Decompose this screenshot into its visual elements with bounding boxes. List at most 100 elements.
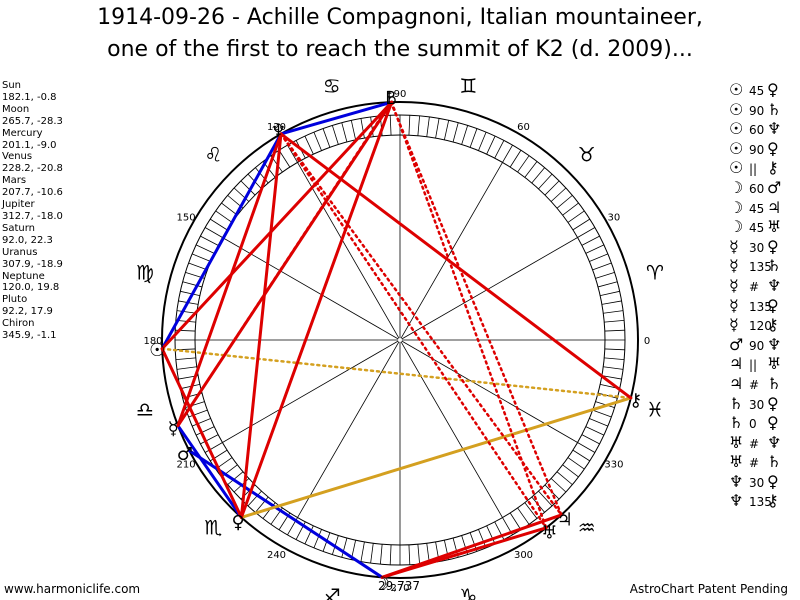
aspect-planet-2-icon: ♆ <box>767 119 782 139</box>
planet-coords: 312.7, -18.0 <box>2 210 63 222</box>
degree-tick <box>350 120 357 140</box>
planet-glyph-icon: ♃ <box>557 510 573 531</box>
zodiac-sign-icon: ♒ <box>578 516 596 540</box>
aspect-row: ☉ 90 ♀ <box>729 139 783 159</box>
aspect-row: ☉ || ⚷ <box>729 158 783 178</box>
aspect-planet-1-icon: ☉ <box>729 119 744 139</box>
aspect-planet-2-icon: ♀ <box>767 138 779 158</box>
degree-tick <box>188 409 208 418</box>
aspect-type: 30 <box>749 240 765 255</box>
aspect-planet-2-icon: ♅ <box>767 354 782 374</box>
degree-tick <box>567 457 585 470</box>
aspect-planet-1-icon: ☉ <box>729 80 744 99</box>
degree-tick <box>313 131 322 151</box>
planet-coords: 92.2, 17.9 <box>2 306 53 318</box>
degree-tick <box>389 115 392 136</box>
aspect-row: ☽ 60 ♂ <box>729 178 783 198</box>
planet-glyph-icon: ♂ <box>177 444 193 465</box>
degree-tick <box>227 471 244 485</box>
degree-tick <box>221 202 238 216</box>
degree-tick <box>577 442 596 453</box>
degree-tick <box>556 471 573 485</box>
aspect-type: 60 <box>749 123 765 138</box>
degree-tick <box>502 144 513 163</box>
aspect-planet-1-icon: ♆ <box>729 491 744 511</box>
website-link[interactable]: www.harmoniclife.com <box>4 582 141 596</box>
degree-tick <box>195 244 215 254</box>
degree-tick <box>486 525 496 545</box>
degree-tick <box>341 537 348 558</box>
sector-spoke <box>401 237 578 340</box>
aspect-planet-1-icon: ☿ <box>729 315 739 335</box>
aspect-planet-2-icon: ♀ <box>767 393 779 413</box>
degree-tick <box>603 310 624 314</box>
aspect-planet-2-icon: ♆ <box>767 432 782 452</box>
aspect-line <box>389 100 563 517</box>
aspect-planet-2-icon: ♄ <box>767 99 782 119</box>
aspect-row: ♅ # ♆ <box>729 433 783 453</box>
aspect-planet-2-icon: ♆ <box>767 334 782 354</box>
degree-tick <box>304 135 314 155</box>
degree-label: 90 <box>394 89 407 100</box>
degree-tick <box>360 118 365 139</box>
aspect-planet-1-icon: ☽ <box>729 217 744 237</box>
aspect-type: # <box>749 456 760 471</box>
aspect-planet-2-icon: ♀ <box>767 80 779 99</box>
degree-tick <box>486 135 496 155</box>
planet-glyph-icon: ⚷ <box>629 390 642 411</box>
aspect-planet-2-icon: ⚷ <box>767 315 779 335</box>
aspect-planet-1-icon: ♃ <box>729 354 744 374</box>
aspect-planet-2-icon: ♀ <box>767 413 779 433</box>
degree-tick <box>180 290 200 297</box>
degree-tick <box>389 544 392 565</box>
zodiac-sign-icon: ♈ <box>646 261 664 285</box>
zodiac-sign-icon: ♉ <box>578 142 596 166</box>
planet-glyph-icon: ☽ <box>374 573 390 594</box>
degree-tick <box>592 262 612 271</box>
degree-tick <box>341 122 348 143</box>
zodiac-sign-icon: ♎ <box>136 397 154 421</box>
degree-tick <box>562 202 579 216</box>
degree-tick <box>182 281 203 288</box>
aspect-type: 135 <box>749 260 772 275</box>
degree-tick <box>191 418 211 427</box>
planet-coords: 207.7, -10.6 <box>2 187 63 199</box>
degree-tick <box>215 210 233 223</box>
degree-tick <box>544 180 560 196</box>
degree-label: 240 <box>267 550 286 561</box>
degree-tick <box>604 348 625 351</box>
degree-tick <box>601 300 622 305</box>
sector-spoke <box>297 162 400 339</box>
aspect-planet-1-icon: ☉ <box>729 158 744 178</box>
aspect-row: ☿ 30 ♀ <box>729 237 783 257</box>
aspect-row: ♂ 90 ♆ <box>729 335 783 355</box>
aspect-planet-2-icon: ♀ <box>767 295 779 315</box>
degree-tick <box>195 426 215 436</box>
degree-label: 150 <box>177 213 196 224</box>
aspect-row: ♃ # ♄ <box>729 374 783 394</box>
degree-tick <box>524 502 538 519</box>
aspect-type: 90 <box>749 142 765 157</box>
wheel-labels: 0 30 60 90 120 150 180 210 240 270 300 330 ♈ ♉ ♊ ♋ ♌ ♍ ♎ ♏ ♐… <box>136 74 664 600</box>
degree-tick <box>517 507 530 525</box>
degree-tick <box>175 348 196 351</box>
degree-tick <box>322 128 331 148</box>
planet-name: Mars <box>2 175 27 187</box>
degree-tick <box>478 131 487 151</box>
degree-label: 180 <box>143 336 162 347</box>
aspect-line <box>279 100 394 136</box>
degree-tick <box>538 173 553 190</box>
degree-tick <box>585 426 605 436</box>
degree-tick <box>589 253 609 262</box>
aspect-type: || <box>749 162 758 177</box>
degree-tick <box>603 366 624 370</box>
aspect-line <box>176 424 243 519</box>
aspect-line <box>279 132 633 400</box>
aspect-row: ☿ 120⚷ <box>729 315 783 335</box>
degree-tick <box>176 310 197 314</box>
degree-label: 210 <box>177 460 196 471</box>
planet-coords: 345.9, -1.1 <box>2 330 57 342</box>
aspect-type: 30 <box>749 397 765 412</box>
degree-tick <box>200 434 219 445</box>
